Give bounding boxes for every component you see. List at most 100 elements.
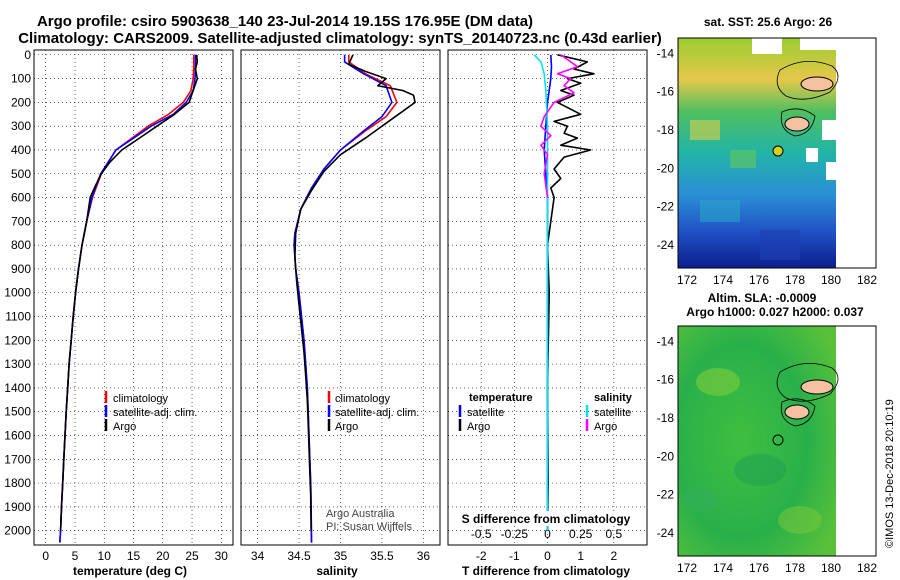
sst-empty-east <box>836 38 876 268</box>
s-tick-label: 0.5 <box>605 527 622 541</box>
latitude-label: -16 <box>657 85 675 99</box>
y-tick-label: 700 <box>11 214 31 228</box>
sla-map: Altim. SLA: -0.0009 Argo h1000: 0.027 h2… <box>657 291 878 575</box>
bathymetry-contour <box>780 398 816 427</box>
temperature-x-label: temperature (deg C) <box>73 564 187 578</box>
latitude-label: -14 <box>657 46 675 60</box>
y-tick-label: 1000 <box>4 286 31 300</box>
legend-label-argo: Argo <box>113 421 136 433</box>
missing-data-patch <box>752 38 782 54</box>
y-tick-label: 400 <box>11 143 31 157</box>
sst-map: sat. SST: 25.6 Argo: 26 172 174 176 178 180 1… <box>657 15 878 287</box>
legend-label-argo: Argo <box>335 421 358 433</box>
y-tick-label: 200 <box>11 95 31 109</box>
y-tick-label: 1400 <box>4 381 31 395</box>
credit-argo-australia: Argo Australia <box>326 508 395 520</box>
float-location-marker <box>772 434 784 446</box>
bathymetry-contour <box>776 363 839 402</box>
sst-map-frame <box>677 37 877 269</box>
x-tick-label: 0 <box>544 549 551 563</box>
y-tick-label: 1600 <box>4 429 31 443</box>
t-difference-x-label: T difference from climatology <box>462 564 630 578</box>
island-vanua-levu <box>784 404 810 420</box>
x-tick-label: 0 <box>42 549 49 563</box>
missing-data-patch <box>822 120 836 140</box>
missing-data-patch <box>826 162 836 180</box>
float-location-marker <box>772 145 784 157</box>
salinity-x-label: salinity <box>316 564 358 578</box>
y-tick-label: 500 <box>11 167 31 181</box>
x-tick-label: 20 <box>156 549 170 563</box>
series-line-s-satellite <box>533 54 549 531</box>
latitude-label: -18 <box>657 411 675 425</box>
y-tick-label: 900 <box>11 262 31 276</box>
x-tick-label: 35 <box>334 549 348 563</box>
salinity-tick-labels: 34 34.5 35 35.5 36 <box>251 549 431 563</box>
legend-label-satellite: satellite-adj. clim. <box>335 407 419 419</box>
longitude-label: 180 <box>821 561 841 575</box>
latitude-label: -24 <box>657 238 675 252</box>
temperature-difference-legend: temperature satellite Argo <box>458 392 533 433</box>
sla-latitude-labels: -14 -16 -18 -20 -22 -24 <box>657 334 675 540</box>
x-tick-label: 34.5 <box>287 549 311 563</box>
bathymetry-contour <box>780 108 816 137</box>
salinity-grid <box>241 50 440 545</box>
salinity-legend: climatology satellite-adj. clim. Argo <box>327 391 419 433</box>
bathymetry-contour <box>776 61 839 100</box>
x-tick-label: 35.5 <box>370 549 394 563</box>
temperature-series <box>59 54 199 543</box>
longitude-label: 174 <box>713 561 733 575</box>
sla-empty-east <box>836 326 876 556</box>
salinity-difference-legend: salinity satellite Argo <box>585 392 633 433</box>
y-tick-label: 1500 <box>4 405 31 419</box>
s-difference-tick-labels: -0.5 -0.25 0 0.25 0.5 <box>471 527 623 541</box>
x-tick-label: 5 <box>72 549 79 563</box>
x-tick-label: 25 <box>185 549 199 563</box>
y-tick-label: 1300 <box>4 357 31 371</box>
sla-patch <box>696 368 740 396</box>
depth-tick-labels: 0 100 200 300 400 500 600 700 800 900 1000 1100 1200… <box>4 48 31 538</box>
legend-label-satellite: satellite-adj. clim. <box>113 407 197 419</box>
sst-longitude-labels: 172 174 176 178 180 182 <box>677 273 877 287</box>
latitude-label: -22 <box>657 200 675 214</box>
sst-field-patches <box>690 120 800 260</box>
longitude-label: 178 <box>785 273 805 287</box>
latitude-label: -18 <box>657 123 675 137</box>
latitude-label: -24 <box>657 526 675 540</box>
longitude-label: 174 <box>713 273 733 287</box>
longitude-label: 178 <box>785 561 805 575</box>
series-line-argo <box>294 54 416 531</box>
legend-label-climatology: climatology <box>113 393 169 405</box>
temperature-tick-labels: 0 5 10 15 20 25 30 <box>42 549 228 563</box>
y-tick-label: 2000 <box>4 524 31 538</box>
legend-label-climatology: climatology <box>335 393 391 405</box>
s-difference-label-bg <box>455 511 640 526</box>
sla-patch <box>734 454 786 486</box>
island-viti-levu <box>800 76 834 92</box>
y-tick-label: 1800 <box>4 476 31 490</box>
sst-patch <box>760 230 800 260</box>
s-tick-label: 0.25 <box>569 527 593 541</box>
x-tick-label: -1 <box>509 549 520 563</box>
island-vanua-levu <box>784 116 810 132</box>
y-tick-label: 0 <box>24 48 31 62</box>
sla-map-frame <box>677 325 877 557</box>
sla-patch <box>682 488 718 512</box>
legend-title-salinity: salinity <box>594 392 633 404</box>
x-tick-label: 15 <box>127 549 141 563</box>
sst-missing-data <box>752 38 836 180</box>
island-viti-levu <box>800 379 834 395</box>
fiji-islands <box>776 61 839 137</box>
sla-longitude-labels: 172 174 176 178 180 182 <box>677 561 877 575</box>
temperature-grid <box>34 50 233 545</box>
sla-field-patches <box>682 368 822 534</box>
latitude-label: -14 <box>657 334 675 348</box>
salinity-series <box>293 54 416 543</box>
sst-latitude-labels: -14 -16 -18 -20 -22 -24 <box>657 46 675 252</box>
y-tick-label: 1200 <box>4 333 31 347</box>
t-difference-tick-labels: -2 -1 0 1 2 <box>476 549 618 563</box>
longitude-label: 172 <box>677 561 697 575</box>
s-tick-label: -0.25 <box>501 527 529 541</box>
y-tick-label: 300 <box>11 119 31 133</box>
y-tick-label: 800 <box>11 238 31 252</box>
